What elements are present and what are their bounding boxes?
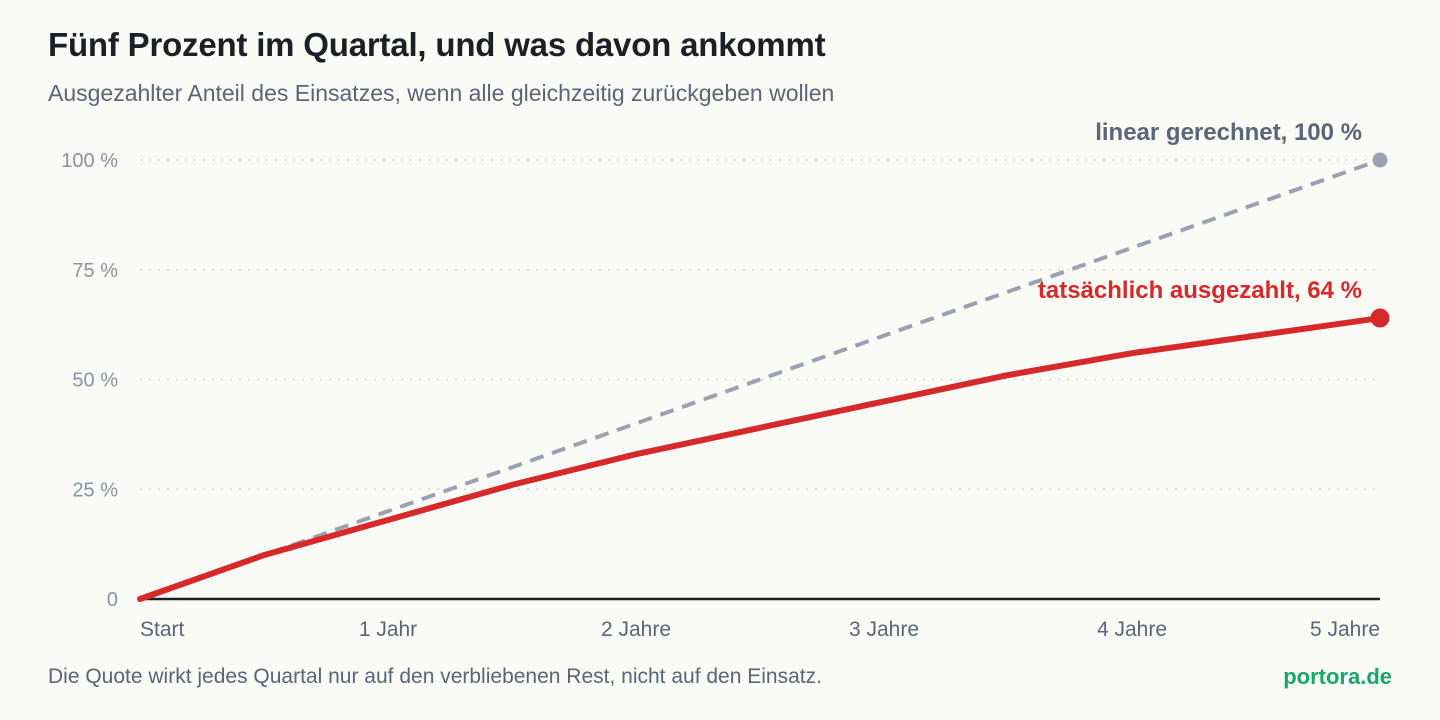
x-tick-label: 3 Jahre — [849, 618, 919, 641]
y-tick-label: 0 — [107, 589, 118, 611]
series-end-point-actual — [1370, 308, 1390, 328]
series-lines — [137, 152, 1390, 602]
x-axis-ticks: Start 1 Jahr 2 Jahre 3 Jahre 4 Jahre 5 Jahre — [140, 618, 1380, 641]
y-tick-label: 25 % — [72, 479, 118, 501]
series-end-point-linear — [1372, 152, 1388, 168]
grid-lines — [140, 159, 1380, 490]
brand-link[interactable]: portora.de — [1283, 664, 1392, 689]
series-line-actual — [137, 315, 1383, 602]
series-label-linear: linear gerechnet, 100 % — [1095, 119, 1362, 146]
x-tick-label: 5 Jahre — [1310, 618, 1380, 641]
x-tick-label: 4 Jahre — [1097, 618, 1167, 641]
x-tick-label: 2 Jahre — [601, 618, 671, 641]
chart-subtitle: Ausgezahlter Anteil des Einsatzes, wenn … — [48, 80, 835, 106]
y-tick-label: 75 % — [72, 260, 118, 282]
chart-title: Fünf Prozent im Quartal, und was davon a… — [48, 26, 826, 63]
series-labels: linear gerechnet, 100 % tatsächlich ausge… — [1038, 119, 1362, 304]
x-tick-label: 1 Jahr — [359, 618, 417, 641]
x-tick-label: Start — [140, 618, 185, 641]
y-tick-label: 100 % — [61, 150, 118, 172]
series-line-linear — [139, 158, 1381, 601]
footnote: Die Quote wirkt jedes Quartal nur auf de… — [48, 665, 822, 688]
y-axis-ticks: 0 25 % 50 % 75 % 100 % — [61, 150, 118, 611]
series-label-actual: tatsächlich ausgezahlt, 64 % — [1038, 277, 1362, 304]
y-tick-label: 50 % — [72, 370, 118, 392]
